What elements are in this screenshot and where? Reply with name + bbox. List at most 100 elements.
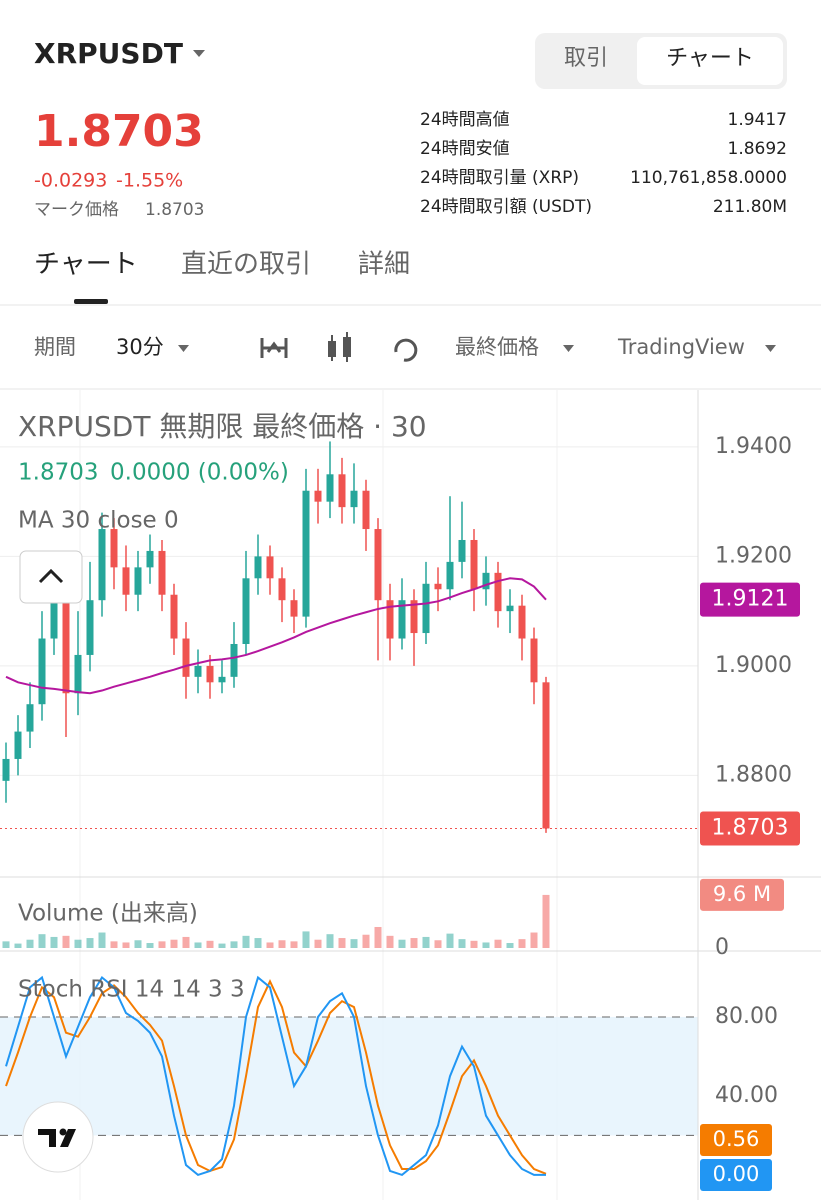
candle-body	[206, 665, 214, 683]
volume-tag: 9.6 M	[713, 882, 771, 906]
volume-bar	[2, 941, 10, 948]
tab[interactable]: 詳細	[358, 250, 410, 280]
candle-body	[38, 638, 46, 705]
last-price-tag-bg	[700, 811, 800, 846]
bar-type-icon[interactable]	[260, 338, 288, 358]
toggle-chart[interactable]: チャート	[666, 46, 754, 71]
tab[interactable]: チャート	[34, 250, 138, 280]
volume-bar	[350, 939, 358, 948]
volume-bar	[50, 936, 58, 948]
volume-bar	[194, 942, 202, 948]
symbol-dropdown[interactable]	[193, 50, 205, 57]
candle-body	[338, 474, 346, 508]
provider[interactable]: TradingView	[617, 335, 745, 359]
stat-value: 1.8692	[728, 139, 787, 159]
candle-body	[458, 539, 466, 562]
volume-bar	[134, 940, 142, 948]
stoch-line	[5, 979, 547, 1175]
volume-bar	[494, 939, 502, 948]
candle-body	[170, 594, 178, 639]
candle-body	[242, 578, 250, 644]
volume-bar	[230, 941, 238, 948]
change: -0.0293	[34, 170, 107, 192]
y-tick-label: 1.9400	[715, 434, 792, 459]
legend-price: 1.8703	[18, 460, 98, 486]
candle-body	[362, 490, 370, 530]
tv-logo-mark	[38, 1129, 76, 1147]
volume-bar	[26, 939, 34, 948]
volume-bar	[242, 935, 250, 948]
candle-body	[398, 600, 406, 639]
candle-body	[74, 654, 82, 694]
stat-value: 110,761,858.0000	[630, 168, 787, 188]
volume-bar	[398, 939, 406, 948]
candle-body	[506, 605, 514, 612]
tv-logo-dot	[59, 1128, 67, 1136]
tab-indicator	[74, 299, 108, 304]
ma-legend: MA 30 close 0	[18, 508, 179, 534]
volume-bar	[146, 943, 154, 948]
ma-price-tag: 1.9121	[712, 587, 789, 612]
candle-icon[interactable]	[328, 332, 351, 362]
tab[interactable]: 直近の取引	[181, 250, 311, 280]
volume-bar	[410, 938, 418, 948]
dropdown	[765, 345, 776, 352]
stat-label: 24時間高値	[420, 110, 510, 130]
volume-bar	[278, 940, 286, 948]
volume-bar	[422, 936, 430, 948]
stat-label: 24時間安値	[420, 139, 510, 159]
mark-value: 1.8703	[145, 200, 204, 220]
toggle-trade[interactable]: 取引	[564, 46, 608, 71]
pane-title: Stoch RSI 14 14 3 3	[18, 977, 245, 1003]
candle-body	[470, 539, 478, 590]
volume-bar	[338, 938, 346, 948]
volume-bar	[170, 939, 178, 948]
candle-body	[302, 490, 310, 617]
stat-label: 24時間取引量 (XRP)	[420, 168, 579, 188]
candle-body	[422, 583, 430, 634]
volume-bar	[14, 943, 22, 948]
price-type[interactable]: 最終価格	[455, 335, 539, 359]
ma-price-tag-bg	[700, 582, 800, 617]
last-price-tag: 1.8703	[712, 815, 789, 840]
candle-body	[266, 556, 274, 579]
collapse-button[interactable]	[19, 550, 83, 604]
period[interactable]: 30分	[116, 335, 164, 359]
stat-value: 1.9417	[728, 110, 787, 130]
candle-body	[350, 490, 358, 508]
reset-icon[interactable]	[394, 338, 418, 362]
candle-body	[326, 474, 334, 502]
candle-body	[182, 638, 190, 677]
volume-bar	[218, 943, 226, 948]
overlay: 1.9400 1.9200 1.9000 1.8800 XRPUSDT 無期限 最終価格…	[18, 410, 800, 1191]
legend-change: 0.0000 (0.00%)	[110, 460, 289, 486]
candle-body	[50, 578, 58, 639]
candle-body	[122, 567, 130, 595]
candle-body	[314, 490, 322, 502]
candle-body	[194, 665, 202, 677]
y-tick-label: 1.9000	[715, 653, 792, 678]
candle-body	[62, 578, 70, 694]
y-tick-label: 80.00	[715, 1004, 778, 1029]
stoch-tag-bg	[700, 1124, 772, 1156]
chevron-up	[38, 568, 64, 584]
candle-body	[542, 682, 550, 829]
stoch-tag: 0.56	[713, 1127, 760, 1151]
candle-body	[530, 638, 538, 683]
volume-bar	[458, 939, 466, 948]
volume-bar	[530, 932, 538, 948]
candle-body	[482, 572, 490, 590]
volume-bar	[362, 934, 370, 948]
y-tick-label: 0	[715, 935, 729, 960]
symbol[interactable]: XRPUSDT	[34, 37, 183, 70]
volume-bar	[542, 894, 550, 948]
band	[0, 1016, 698, 1136]
volume-bar	[98, 932, 106, 948]
tv-logo[interactable]	[22, 1101, 94, 1173]
stats: 24時間高値 1.9417 24時間安値 1.8692 24時間取引量 (XRP) 110…	[420, 110, 787, 217]
candle-body	[230, 643, 238, 677]
volume-bar	[314, 939, 322, 948]
candle-body	[98, 529, 106, 601]
stoch-tag-bg	[700, 1159, 772, 1191]
